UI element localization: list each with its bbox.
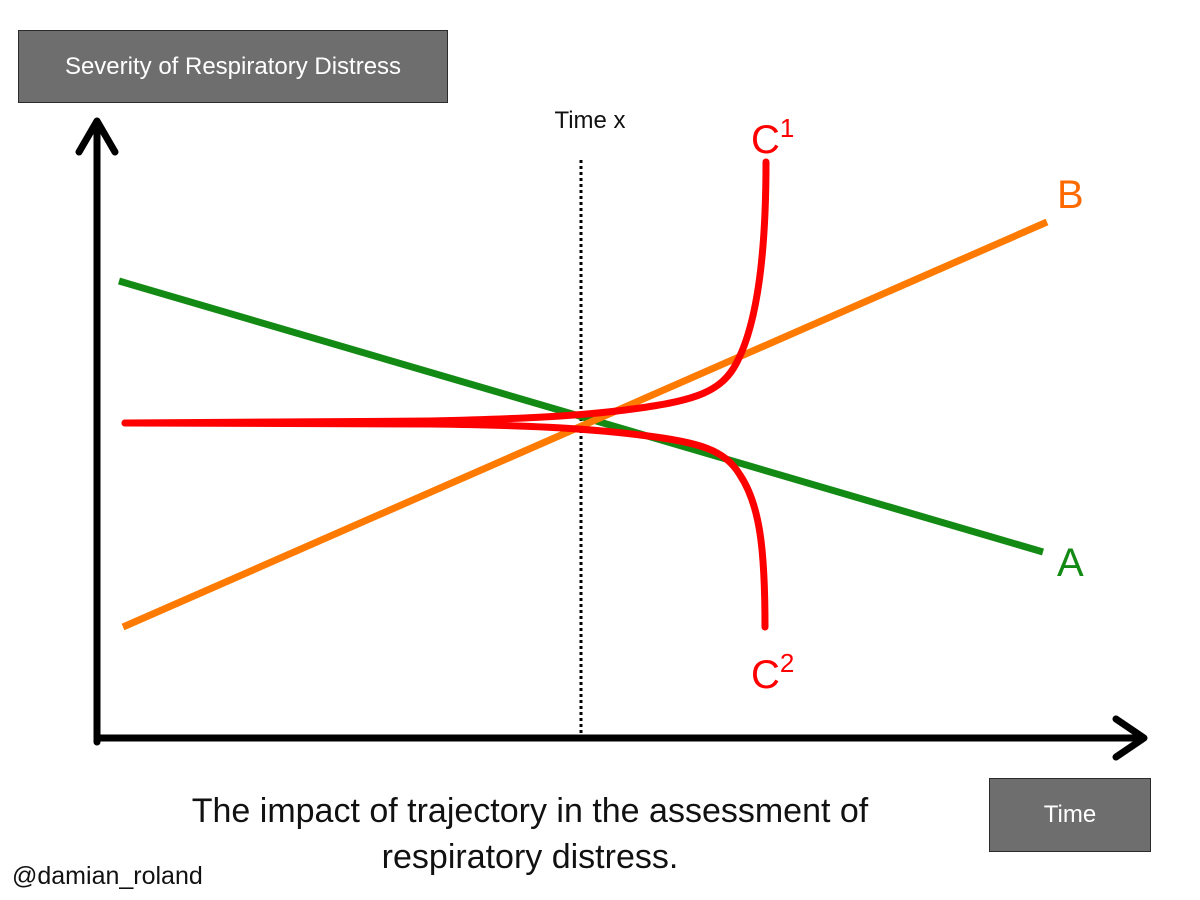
line-c1: [121, 158, 770, 427]
line-c1-label: C1: [751, 113, 794, 162]
x-axis-label-box: Time: [989, 778, 1151, 852]
line-c2: [121, 419, 769, 631]
line-c2-label: C2: [751, 648, 794, 697]
line-a-label: A: [1057, 541, 1084, 585]
axes: [75, 117, 1148, 761]
caption: The impact of trajectory in the assessme…: [120, 788, 940, 880]
y-axis-label: Severity of Respiratory Distress: [64, 52, 402, 80]
y-axis-arrowhead: [75, 117, 119, 156]
credit-handle: @damian_roland: [12, 862, 203, 890]
caption-line-1: The impact of trajectory in the assessme…: [191, 792, 869, 830]
caption-line-2: respiratory distress.: [381, 838, 679, 876]
time-x-label: Time x: [554, 107, 625, 134]
x-axis-arrowhead: [1112, 715, 1148, 761]
y-axis-label-box: Severity of Respiratory Distress: [18, 30, 448, 103]
x-axis-label: Time: [1043, 801, 1097, 828]
line-b: [121, 218, 1049, 631]
line-b-label: B: [1057, 173, 1084, 217]
